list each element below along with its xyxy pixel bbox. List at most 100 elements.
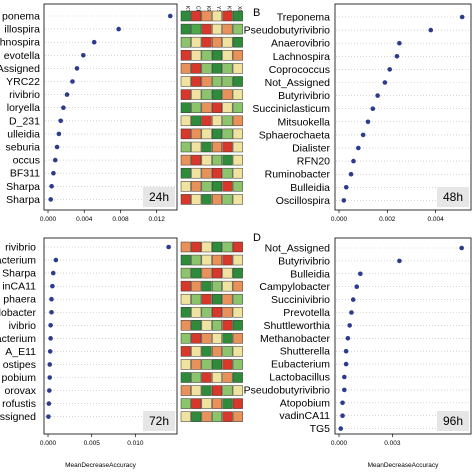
- heatmap-cell: [191, 141, 202, 153]
- heatmap-cell: [180, 398, 191, 409]
- data-point: [54, 144, 60, 150]
- time-label: 48h: [443, 190, 463, 204]
- heatmap-cell: [201, 50, 212, 61]
- heatmap-cell: [222, 398, 233, 409]
- data-point: [343, 361, 349, 367]
- category-label: _Assigned: [0, 63, 40, 75]
- heatmap-cell: [222, 102, 233, 113]
- category-label: Prevotella: [283, 307, 330, 319]
- heatmap-cell: [191, 63, 202, 74]
- category-label: Ruminobacter: [265, 169, 331, 181]
- heatmap-cell: [222, 411, 233, 422]
- data-point: [49, 296, 54, 302]
- heatmap-cell: [232, 141, 243, 153]
- heatmap-cell: [201, 280, 212, 292]
- data-point: [46, 401, 52, 406]
- heatmap-cell: [191, 128, 202, 140]
- heatmap-cell: [201, 385, 212, 396]
- category-label: Not_Assigned: [265, 243, 331, 255]
- category-label: evotella: [4, 50, 40, 62]
- data-point: [340, 413, 345, 419]
- heatmap-cell: [232, 10, 243, 22]
- heatmap-cell: [191, 181, 202, 192]
- data-point: [56, 131, 62, 137]
- heatmap-cell: [191, 254, 202, 266]
- data-point: [375, 93, 380, 98]
- data-point: [343, 348, 349, 354]
- data-point: [58, 118, 63, 124]
- category-label: occus: [13, 155, 40, 167]
- heatmap-cell: [222, 154, 233, 166]
- heatmap-cell: [211, 36, 223, 48]
- heatmap-cell: [201, 63, 212, 74]
- heatmap-cell: [191, 154, 202, 166]
- heatmap-cell: [222, 267, 233, 279]
- data-point: [51, 170, 56, 176]
- heatmap-cell: [232, 398, 243, 409]
- heatmap-cell: [211, 307, 223, 318]
- heatmap-cell: [211, 167, 223, 179]
- x-axis-label: MeanDecreaseAccuracy: [368, 462, 440, 469]
- heatmap-cell: [232, 63, 243, 74]
- data-point: [351, 158, 356, 164]
- heatmap-cell: [201, 89, 212, 100]
- heatmap-cell: [191, 76, 202, 87]
- data-point: [342, 387, 347, 393]
- time-label-box: [437, 187, 469, 207]
- category-label: Dialister: [292, 143, 330, 155]
- x-tick-label: 0.000: [331, 440, 348, 447]
- heatmap-cell: [232, 76, 243, 87]
- heatmap-cell: [201, 346, 212, 357]
- category-label: Pseudobutyrivibrio: [244, 384, 331, 396]
- time-label: 24h: [149, 190, 169, 204]
- heatmap-cell: [191, 411, 202, 422]
- data-point: [47, 375, 53, 380]
- heatmap-cell: [191, 280, 202, 292]
- heatmap-cell: [222, 50, 233, 61]
- heatmap-cell: [222, 194, 233, 205]
- time-label: 72h: [149, 414, 169, 428]
- category-label: phaera: [3, 294, 36, 306]
- data-point: [167, 13, 173, 19]
- category-label: Not_Assigned: [265, 77, 331, 89]
- panel-letter: B: [253, 7, 260, 19]
- category-label: YRC22: [6, 76, 40, 88]
- heatmap-cell: [180, 10, 191, 22]
- category-label: ostipes: [3, 359, 36, 371]
- heatmap-cell: [211, 63, 223, 74]
- time-label-box: [437, 411, 469, 431]
- heatmap-cell: [191, 115, 202, 127]
- panel-c-72h: rivibrioacteriumSharpainCA11phaeralobact…: [0, 237, 243, 469]
- heatmap-cell: [201, 23, 212, 35]
- category-label: Methanobacter: [260, 333, 331, 345]
- heatmap-cell: [222, 10, 233, 22]
- heatmap-cell: [232, 320, 243, 331]
- heatmap-cell: [201, 267, 212, 279]
- x-tick-label: 0.004: [427, 216, 444, 223]
- x-tick-label: 0.010: [127, 440, 144, 447]
- heatmap-cell: [191, 398, 202, 409]
- data-point: [428, 27, 434, 33]
- heatmap-cell: [232, 181, 243, 192]
- x-tick-label: 0.000: [331, 216, 348, 223]
- heatmap-cell: [232, 293, 243, 305]
- category-label: Campylobacter: [259, 281, 330, 293]
- heatmap-cell: [222, 307, 233, 318]
- heatmap-cell: [180, 280, 191, 292]
- heatmap-cell: [211, 346, 223, 357]
- data-point: [387, 67, 393, 72]
- heatmap-cell: [180, 293, 191, 305]
- heatmap-cell: [180, 89, 191, 100]
- heatmap-cell: [222, 241, 233, 253]
- data-point: [338, 426, 344, 431]
- category-label: A_E11: [5, 346, 36, 358]
- data-point: [48, 197, 54, 202]
- category-label: vadinCA11: [279, 410, 330, 422]
- heatmap-cell: [201, 115, 212, 127]
- data-point: [47, 349, 53, 354]
- heatmap-cell: [201, 254, 212, 266]
- category-label: loryella: [7, 102, 40, 114]
- heatmap-cell: [211, 372, 223, 383]
- heatmap-cell: [201, 167, 212, 179]
